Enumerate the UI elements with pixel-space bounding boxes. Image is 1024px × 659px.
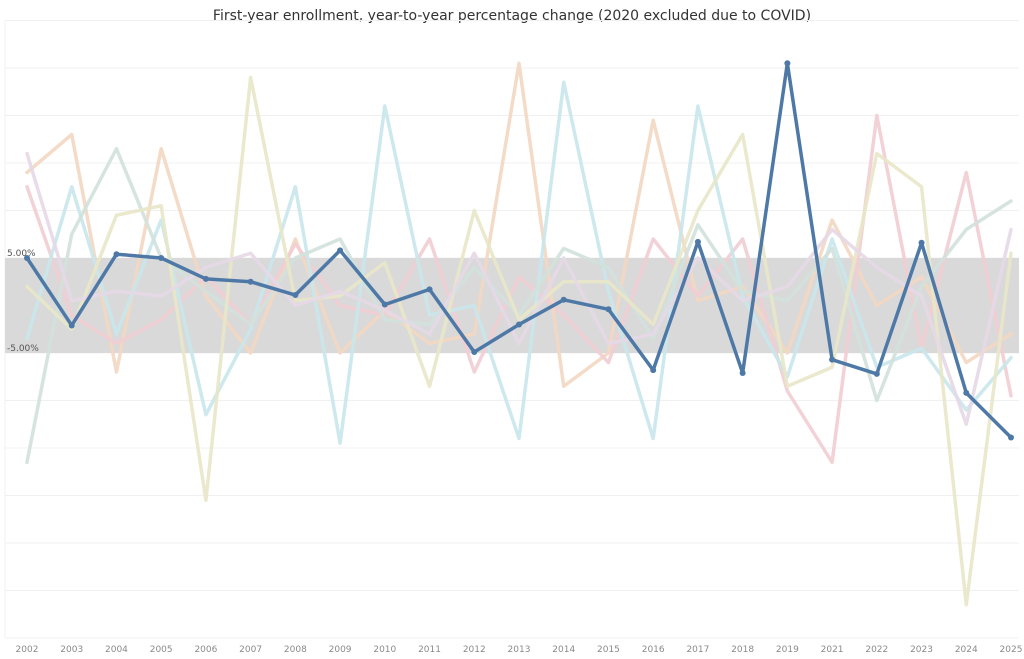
- data-point: [381, 301, 388, 308]
- series-line-peach: [25, 61, 1013, 388]
- x-axis-ticks: 2002 2003 2004 2005 2006 2007 2008 2009 2010 2011…: [16, 645, 1023, 655]
- x-tick-label: 2012: [463, 645, 486, 655]
- data-point: [24, 255, 30, 261]
- data-point: [247, 278, 254, 285]
- x-tick-label: 2018: [731, 645, 754, 655]
- series-line-olive: [25, 75, 1013, 607]
- data-point: [68, 322, 75, 329]
- x-tick-label: 2010: [373, 645, 396, 655]
- data-point: [426, 286, 433, 293]
- x-tick-label: 2022: [865, 645, 888, 655]
- x-tick-label: 2009: [329, 645, 352, 655]
- x-tick-label: 2007: [239, 645, 262, 655]
- x-tick-label: 2004: [105, 645, 128, 655]
- x-tick-label: 2024: [955, 645, 978, 655]
- data-point: [873, 370, 880, 377]
- x-tick-label: 2013: [508, 645, 531, 655]
- data-point: [650, 367, 657, 374]
- data-point: [963, 389, 970, 396]
- lower-reference-label: -5.00%: [7, 344, 39, 354]
- highlighted-series: [24, 60, 1014, 441]
- x-tick-label: 2006: [194, 645, 217, 655]
- data-point: [516, 321, 522, 328]
- data-point: [113, 251, 120, 258]
- x-tick-label: 2005: [150, 645, 173, 655]
- x-tick-label: 2014: [552, 645, 575, 655]
- x-tick-label: 2023: [910, 645, 933, 655]
- data-point: [292, 292, 299, 299]
- background-series: [25, 61, 1013, 607]
- series-line-lavender: [25, 151, 1013, 426]
- data-point: [784, 60, 791, 67]
- x-tick-label: 2019: [776, 645, 799, 655]
- data-point: [158, 255, 165, 261]
- data-point: [202, 275, 209, 282]
- x-tick-label: 2016: [642, 645, 665, 655]
- data-point: [471, 349, 478, 356]
- series-line-highlighted: [25, 61, 1013, 440]
- data-point: [337, 247, 344, 254]
- data-point: [605, 306, 612, 313]
- x-tick-label: 2011: [418, 645, 441, 655]
- data-point: [918, 239, 925, 246]
- upper-reference-label: 5.00%: [7, 249, 36, 259]
- data-point: [1008, 434, 1014, 441]
- x-tick-label: 2015: [597, 645, 620, 655]
- series-line-pink: [25, 113, 1013, 464]
- x-tick-label: 2002: [16, 645, 39, 655]
- x-tick-label: 2003: [60, 645, 83, 655]
- x-tick-label: 2017: [686, 645, 709, 655]
- data-point: [739, 369, 746, 376]
- reference-labels: 5.00% -5.00%: [7, 249, 39, 354]
- x-tick-label: 2008: [284, 645, 307, 655]
- series-line-light-blue: [25, 80, 1013, 445]
- data-point: [829, 356, 836, 363]
- data-point: [560, 296, 567, 303]
- data-point: [694, 238, 701, 245]
- x-tick-label: 2021: [821, 645, 844, 655]
- x-tick-label: 2025: [1000, 645, 1023, 655]
